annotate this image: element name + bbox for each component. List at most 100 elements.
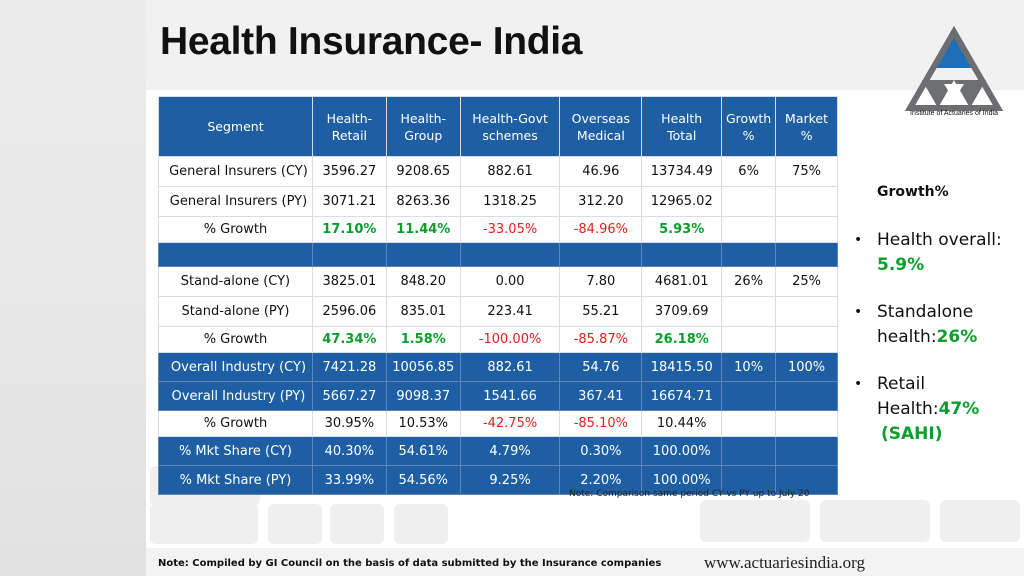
table-row: % Mkt Share (CY) 40.30% 54.61% 4.79% 0.30% 10… <box>158 436 838 466</box>
table-cell: 882.61 <box>459 352 561 382</box>
table-cell: 100.00% <box>641 465 723 495</box>
table-cell: 0.30% <box>559 436 643 466</box>
table-row: General Insurers (CY) 3596.27 9208.65 882.6… <box>158 156 838 187</box>
bullet-dot-icon: • <box>854 376 863 392</box>
table-cell: 848.20 <box>385 266 461 297</box>
table-cell: 0.00 <box>459 266 561 297</box>
table-row: % Growth 47.34% 1.58% -100.00% -85.87% 26.18% <box>158 326 838 353</box>
table-cell: 835.01 <box>385 296 461 327</box>
table-cell <box>459 242 561 267</box>
column-header-text: Total <box>667 127 697 143</box>
table-cell: -33.05% <box>459 216 561 243</box>
table-cell: 3071.21 <box>311 186 387 217</box>
table-header-row: Segment Health- Retail Health- Group Health-G… <box>158 96 838 157</box>
bullet-label: Retail Health: <box>877 374 939 419</box>
website-link[interactable]: www.actuariesindia.org <box>704 553 865 572</box>
decorative-tile <box>940 500 1020 542</box>
bullet-dot-icon: • <box>854 304 863 320</box>
decorative-tile <box>330 504 384 544</box>
table-cell: 2596.06 <box>311 296 387 327</box>
table-cell: 2.20% <box>559 465 643 495</box>
health-insurance-table: Segment Health- Retail Health- Group Health-G… <box>158 96 838 495</box>
table-cell: 75% <box>775 156 838 187</box>
column-header-text: Medical <box>576 127 625 143</box>
table-cell <box>721 186 777 217</box>
table-cell: 3825.01 <box>311 266 387 297</box>
decorative-tile <box>700 500 810 542</box>
table-cell <box>775 381 838 411</box>
column-header-text: Market <box>785 110 829 126</box>
column-header-text: Group <box>404 127 443 143</box>
column-header-text: Retail <box>331 127 368 143</box>
title-bar <box>146 0 1024 90</box>
row-label-cell: Overall Industry (CY) <box>158 352 313 382</box>
table-cell: 1541.66 <box>459 381 561 411</box>
table-cell: 5667.27 <box>311 381 387 411</box>
table-cell <box>721 410 777 437</box>
column-header-text: % <box>742 127 755 143</box>
table-cell <box>721 296 777 327</box>
table-cell: 33.99% <box>311 465 387 495</box>
decorative-tile <box>150 504 258 544</box>
column-header-text: Health-Govt <box>472 110 548 126</box>
table-cell: 9.25% <box>459 465 561 495</box>
page-title: Health Insurance- India <box>160 20 583 63</box>
column-header-text: Overseas <box>571 110 631 126</box>
table-cell: -84.96% <box>559 216 643 243</box>
table-cell: 25% <box>775 266 838 297</box>
bullet-value: 5.9% <box>877 255 925 275</box>
table-cell: 100% <box>775 352 838 382</box>
table-cell: -85.10% <box>559 410 643 437</box>
table-cell: 26% <box>721 266 777 297</box>
table-cell: 3596.27 <box>311 156 387 187</box>
table-cell: 12965.02 <box>641 186 723 217</box>
table-cell: 55.21 <box>559 296 643 327</box>
bullet-label: Health overall: <box>877 230 1002 250</box>
column-header: Health Total <box>641 96 723 157</box>
row-label-cell: Stand-alone (PY) <box>158 296 313 327</box>
column-header-text: Health <box>661 110 703 126</box>
table-cell <box>775 242 838 267</box>
logo-caption: Institute of Actuaries of India <box>910 110 998 117</box>
table-cell: 882.61 <box>459 156 561 187</box>
table-cell: 30.95% <box>311 410 387 437</box>
table-cell: 10056.85 <box>385 352 461 382</box>
table-row: Stand-alone (CY) 3825.01 848.20 0.00 7.80 468… <box>158 266 838 297</box>
row-label-cell <box>158 242 313 267</box>
table-cell <box>641 242 723 267</box>
table-cell <box>721 216 777 243</box>
table-cell <box>721 436 777 466</box>
table-cell: 54.76 <box>559 352 643 382</box>
table-cell: 17.10% <box>311 216 387 243</box>
table-cell: 13734.49 <box>641 156 723 187</box>
row-label-cell: Stand-alone (CY) <box>158 266 313 297</box>
table-cell: 223.41 <box>459 296 561 327</box>
table-cell <box>775 186 838 217</box>
table-cell: 11.44% <box>385 216 461 243</box>
table-cell: 312.20 <box>559 186 643 217</box>
table-cell: -42.75% <box>459 410 561 437</box>
table-cell: 4.79% <box>459 436 561 466</box>
table-cell: -100.00% <box>459 326 561 353</box>
bullet-suffix: (SAHI) <box>881 424 943 444</box>
table-row: % Growth 17.10% 11.44% -33.05% -84.96% 5.93% <box>158 216 838 243</box>
table-cell: 26.18% <box>641 326 723 353</box>
table-cell <box>559 242 643 267</box>
decorative-tile <box>820 500 930 542</box>
column-header: Health- Retail <box>311 96 387 157</box>
row-label-cell: % Growth <box>158 216 313 243</box>
table-cell: 4681.01 <box>641 266 723 297</box>
table-cell: 10.53% <box>385 410 461 437</box>
table-cell: -85.87% <box>559 326 643 353</box>
table-cell: 9098.37 <box>385 381 461 411</box>
table-cell: 367.41 <box>559 381 643 411</box>
table-cell <box>775 436 838 466</box>
table-cell: 100.00% <box>641 436 723 466</box>
table-cell: 7.80 <box>559 266 643 297</box>
table-cell <box>721 326 777 353</box>
row-label-cell: General Insurers (PY) <box>158 186 313 217</box>
column-header: Market% <box>775 96 838 157</box>
table-row: Overall Industry (PY) 5667.27 9098.37 1541.… <box>158 381 838 411</box>
table-cell: 46.96 <box>559 156 643 187</box>
table-cell: 54.56% <box>385 465 461 495</box>
